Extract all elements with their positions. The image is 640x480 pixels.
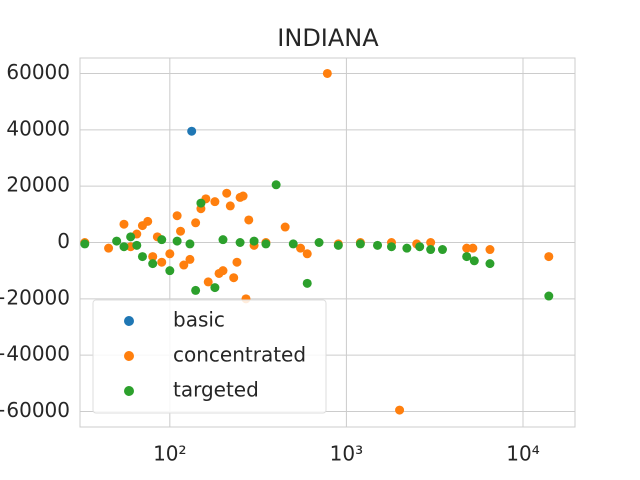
scatter-point <box>229 273 239 283</box>
scatter-point <box>196 198 206 208</box>
scatter-point <box>235 238 245 247</box>
scatter-point <box>468 243 478 253</box>
scatter-point <box>104 243 114 253</box>
scatter-point <box>462 252 472 262</box>
scatter-point <box>191 218 201 228</box>
chart-title: INDIANA <box>277 24 379 52</box>
scatter-point <box>249 236 259 246</box>
scatter-point <box>544 252 554 262</box>
scatter-point <box>485 245 495 255</box>
scatter-point <box>148 252 158 262</box>
x-tick-label: 10⁴ <box>506 442 539 466</box>
scatter-point <box>426 238 436 247</box>
legend-label: targeted <box>173 378 259 402</box>
scatter-point <box>437 245 447 255</box>
scatter-point <box>426 245 436 255</box>
y-tick-label: 20000 <box>6 173 70 197</box>
scatter-point <box>172 211 182 221</box>
scatter-point <box>314 238 324 247</box>
scatter-point <box>244 215 254 225</box>
scatter-point <box>165 266 175 276</box>
x-tick-label: 10² <box>153 442 186 466</box>
scatter-point <box>402 243 412 253</box>
legend-box <box>92 299 327 414</box>
y-tick-label: 40000 <box>6 116 70 140</box>
scatter-point <box>80 239 90 249</box>
scatter-point <box>191 285 201 295</box>
scatter-point <box>119 219 129 229</box>
scatter-point <box>112 236 122 246</box>
scatter-point <box>222 188 232 198</box>
legend-marker <box>124 351 134 361</box>
scatter-point <box>225 201 235 211</box>
legend-label: concentrated <box>173 343 306 367</box>
scatter-point <box>179 260 189 270</box>
scatter-point <box>187 126 197 136</box>
scatter-point <box>395 405 405 415</box>
legend-marker <box>124 316 134 326</box>
scatter-point <box>148 259 158 269</box>
scatter-point <box>203 277 213 287</box>
scatter-point <box>302 249 312 259</box>
scatter-point <box>373 240 383 250</box>
y-tick-label: −60000 <box>0 398 70 422</box>
scatter-point <box>469 256 479 266</box>
scatter-point <box>218 235 228 245</box>
legend-marker <box>124 386 134 396</box>
scatter-point <box>172 236 182 246</box>
scatter-point <box>185 254 195 264</box>
scatter-point <box>302 278 312 288</box>
scatter-point <box>280 222 290 232</box>
scatter-point <box>322 68 332 78</box>
scatter-point <box>165 249 175 259</box>
scatter-point <box>137 252 147 262</box>
scatter-point <box>288 239 298 249</box>
scatter-point <box>210 197 220 207</box>
scatter-point <box>218 266 228 276</box>
legend-label: basic <box>173 308 225 332</box>
scatter-point <box>261 239 271 249</box>
scatter-point <box>544 291 554 301</box>
y-tick-label: 60000 <box>6 60 70 84</box>
scatter-point <box>119 242 129 252</box>
scatter-point <box>386 242 396 252</box>
scatter-point <box>176 226 186 236</box>
scatter-point <box>271 180 281 190</box>
scatter-point <box>210 283 220 293</box>
scatter-point <box>333 240 343 250</box>
scatter-point <box>238 191 248 201</box>
scatter-point <box>157 257 167 267</box>
scatter-point <box>232 257 242 267</box>
y-tick-label: −40000 <box>0 342 70 366</box>
scatter-point <box>355 239 365 249</box>
scatter-point <box>415 242 425 252</box>
scatter-point <box>157 235 167 245</box>
scatter-point <box>485 259 495 269</box>
scatter-point <box>126 232 136 242</box>
scatter-point <box>185 239 195 249</box>
scatter-point <box>143 216 153 226</box>
scatter-point <box>296 243 306 253</box>
x-axis-label: Population <box>275 479 380 480</box>
y-tick-label: −20000 <box>0 285 70 309</box>
scatter-point <box>132 240 142 250</box>
y-tick-label: 0 <box>57 229 70 253</box>
x-tick-label: 10³ <box>330 442 363 466</box>
